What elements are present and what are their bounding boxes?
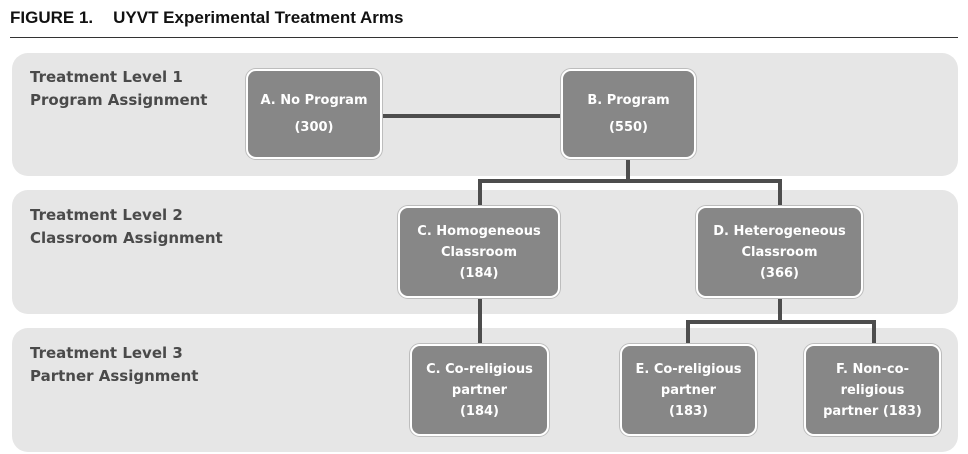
level-1-subtitle: Program Assignment: [30, 91, 208, 109]
node-e-co-religious-partner: E. Co-religious partner (183): [620, 344, 757, 436]
node-a-count: (300): [294, 120, 334, 135]
node-c-homogeneous-classroom: C. Homogeneous Classroom (184): [398, 206, 560, 298]
node-f-line-1: F. Non-co-: [836, 361, 909, 377]
figure-title-text: UYVT Experimental Treatment Arms: [113, 8, 404, 27]
level-3-subtitle: Partner Assignment: [30, 367, 199, 385]
node-d-count: (366): [759, 265, 800, 281]
node-e-line-1: E. Co-religious: [635, 361, 742, 377]
connector-d-ef: [686, 320, 876, 347]
node-d-heterogeneous-classroom: D. Heterogeneous Classroom (366): [696, 206, 863, 298]
node-f-line-2: religious: [840, 382, 905, 398]
node-a-line-1: A. No Program: [260, 93, 368, 108]
connector-b-cd: [478, 179, 782, 208]
node-b-line-1: B. Program: [587, 93, 670, 108]
level-3-title: Treatment Level 3: [30, 344, 183, 362]
node-c2-count: (184): [459, 403, 500, 419]
level-1-label: Treatment Level 1 Program Assignment: [30, 66, 207, 112]
level-2-label: Treatment Level 2 Classroom Assignment: [30, 204, 223, 250]
title-rule: [10, 37, 958, 38]
node-b-program: B. Program (550): [561, 69, 696, 159]
node-a-no-program: A. No Program (300): [246, 69, 382, 159]
node-d-line-1: D. Heterogeneous: [713, 223, 846, 239]
node-f-non-co-religious-partner: F. Non-co- religious partner (183): [804, 344, 941, 436]
node-c-line-2: Classroom: [440, 244, 518, 260]
figure-number: FIGURE 1.: [10, 8, 94, 27]
node-d-line-2: Classroom: [741, 244, 818, 260]
node-c-co-religious-partner: C. Co-religious partner (184): [410, 344, 549, 436]
node-f-line-3: partner (183): [823, 403, 922, 419]
node-c2-line-1: C. Co-religious: [426, 361, 533, 377]
figure-title: FIGURE 1. UYVT Experimental Treatment Arm…: [10, 8, 403, 28]
level-2-subtitle: Classroom Assignment: [30, 229, 223, 247]
level-1-title: Treatment Level 1: [30, 68, 183, 86]
node-c2-line-2: partner: [451, 382, 508, 398]
node-e-line-2: partner: [660, 382, 717, 398]
node-e-count: (183): [668, 403, 709, 419]
node-c-count: (184): [459, 265, 499, 281]
node-c-line-1: C. Homogeneous: [417, 223, 541, 239]
level-3-label: Treatment Level 3 Partner Assignment: [30, 342, 198, 388]
node-b-count: (550): [608, 120, 649, 135]
level-2-title: Treatment Level 2: [30, 206, 183, 224]
